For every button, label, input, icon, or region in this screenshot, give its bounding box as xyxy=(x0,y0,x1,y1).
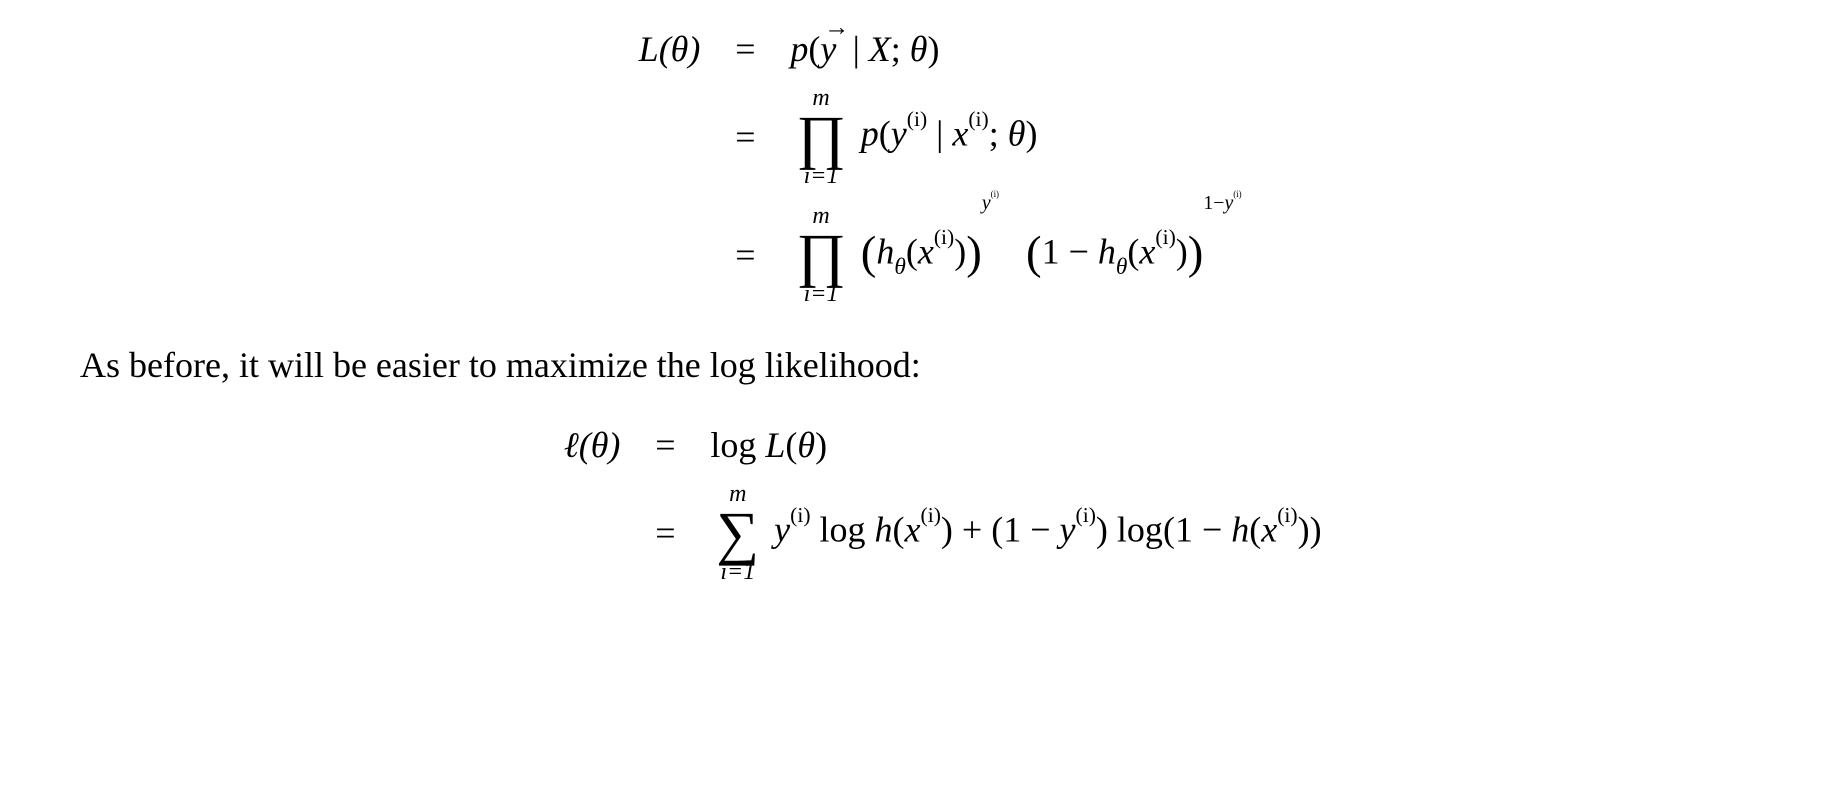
log-function: log xyxy=(811,509,875,549)
product-symbol: ∏ xyxy=(796,228,845,282)
p-function: p xyxy=(790,29,808,69)
theta-subscript: θ xyxy=(1116,254,1128,280)
product-operator: m ∏ i=1 xyxy=(796,204,845,306)
log-likelihood-equation: ℓ(θ) = log L(θ) = m ∑ i=1 y(i) log h(x(i… xyxy=(490,416,1331,592)
x-var: x xyxy=(905,509,921,549)
product-lower: i=1 xyxy=(796,282,845,306)
eq1-lhs-empty-2 xyxy=(570,78,710,196)
open-paren: ( xyxy=(785,425,797,465)
conditional-bar: | xyxy=(927,113,952,153)
sup-i: (i) xyxy=(934,225,954,249)
x-var: x xyxy=(952,113,968,153)
product-lower: i=1 xyxy=(796,164,845,188)
exp-y-i: (i) xyxy=(1233,189,1241,199)
exp-y: y xyxy=(982,192,991,214)
exp-y-i: (i) xyxy=(991,189,999,199)
close-paren: ) xyxy=(1298,509,1310,549)
product-operator: m ∏ i=1 xyxy=(796,86,845,188)
x-var: x xyxy=(1261,509,1277,549)
big-open-paren: ( xyxy=(861,227,877,279)
page-content: L(θ) = p(y | X; θ) = m ∏ i=1 p(y(i) | x(… xyxy=(0,0,1822,612)
y-var: y xyxy=(891,113,907,153)
y-var: y xyxy=(774,509,790,549)
exponent-2: 1−y(i) xyxy=(1203,192,1241,215)
eq2-rhs-row2: m ∑ i=1 y(i) log h(x(i)) + (1 − y(i)) lo… xyxy=(700,474,1331,592)
open-paren: ( xyxy=(879,113,891,153)
close-paren: ) xyxy=(927,29,939,69)
close-paren: ) xyxy=(1310,509,1322,549)
equals-sign: = xyxy=(630,474,700,592)
sup-i: (i) xyxy=(921,503,941,527)
one-minus: 1 − xyxy=(1042,231,1098,271)
h-function: h xyxy=(876,231,894,271)
open-paren: ( xyxy=(893,509,905,549)
plus-sign: + xyxy=(953,509,991,549)
log-function: log xyxy=(1108,509,1163,549)
eq1-lhs-text: L(θ) xyxy=(639,29,701,69)
sum-symbol: ∑ xyxy=(716,506,759,560)
open-paren: ( xyxy=(808,29,820,69)
exp-y: y xyxy=(1224,192,1233,214)
close-paren: ) xyxy=(954,231,966,271)
open-paren: ( xyxy=(1127,231,1139,271)
sup-i: (i) xyxy=(1277,503,1297,527)
equals-sign: = xyxy=(710,20,780,78)
open-paren: ( xyxy=(906,231,918,271)
sup-i: (i) xyxy=(1155,225,1175,249)
eq1-lhs-empty-3 xyxy=(570,196,710,314)
equals-sign: = xyxy=(710,196,780,314)
h-function: h xyxy=(1231,509,1249,549)
equals-sign: = xyxy=(710,78,780,196)
sum-operator: m ∑ i=1 xyxy=(716,482,759,584)
close-paren: ) xyxy=(941,509,953,549)
eq1-rhs-row3: m ∏ i=1 (hθ(x(i)))y(i) (1 − hθ(x(i)))1−y… xyxy=(780,196,1251,314)
big-close-paren: ) xyxy=(1188,227,1204,279)
sup-i: (i) xyxy=(968,107,988,131)
sup-i: (i) xyxy=(1076,503,1096,527)
eq2-lhs-text: ℓ(θ) xyxy=(564,425,621,465)
close-paren: ) xyxy=(815,425,827,465)
exponent-1: y(i) xyxy=(982,192,999,215)
y-var: y xyxy=(1060,509,1076,549)
eq2-lhs-empty xyxy=(490,474,630,592)
sup-i: (i) xyxy=(790,503,810,527)
equals-sign: = xyxy=(630,416,700,474)
big-close-paren: ) xyxy=(966,227,982,279)
semicolon: ; xyxy=(891,29,910,69)
one-minus: 1 − xyxy=(1175,509,1231,549)
X-var: X xyxy=(869,29,891,69)
eq2-lhs: ℓ(θ) xyxy=(490,416,630,474)
x-var: x xyxy=(1139,231,1155,271)
sum-lower: i=1 xyxy=(716,560,759,584)
likelihood-equation: L(θ) = p(y | X; θ) = m ∏ i=1 p(y(i) | x(… xyxy=(570,20,1251,314)
semicolon: ; xyxy=(989,113,1008,153)
theta-var: θ xyxy=(910,29,928,69)
exp2-one-minus: 1− xyxy=(1203,192,1224,214)
big-open-paren: ( xyxy=(1026,227,1042,279)
eq1-rhs-row2: m ∏ i=1 p(y(i) | x(i); θ) xyxy=(780,78,1251,196)
eq1-lhs: L(θ) xyxy=(570,20,710,78)
paragraph-text: As before, it will be easier to maximize… xyxy=(80,344,1742,386)
h-function: h xyxy=(1098,231,1116,271)
open-paren: ( xyxy=(1163,509,1175,549)
theta-subscript: θ xyxy=(894,254,906,280)
y-vector: y xyxy=(820,28,836,70)
theta-var: θ xyxy=(1008,113,1026,153)
close-paren: ) xyxy=(1025,113,1037,153)
log-function: log xyxy=(710,425,765,465)
L-var: L xyxy=(765,425,785,465)
eq1-rhs-row1: p(y | X; θ) xyxy=(780,20,1251,78)
sup-i: (i) xyxy=(907,107,927,131)
h-function: h xyxy=(875,509,893,549)
open-paren: ( xyxy=(991,509,1003,549)
x-var: x xyxy=(918,231,934,271)
close-paren: ) xyxy=(1176,231,1188,271)
open-paren: ( xyxy=(1249,509,1261,549)
p-function: p xyxy=(861,113,879,153)
eq2-rhs-row1: log L(θ) xyxy=(700,416,1331,474)
one-minus: 1 − xyxy=(1003,509,1059,549)
theta-var: θ xyxy=(797,425,815,465)
product-symbol: ∏ xyxy=(796,110,845,164)
close-paren: ) xyxy=(1096,509,1108,549)
